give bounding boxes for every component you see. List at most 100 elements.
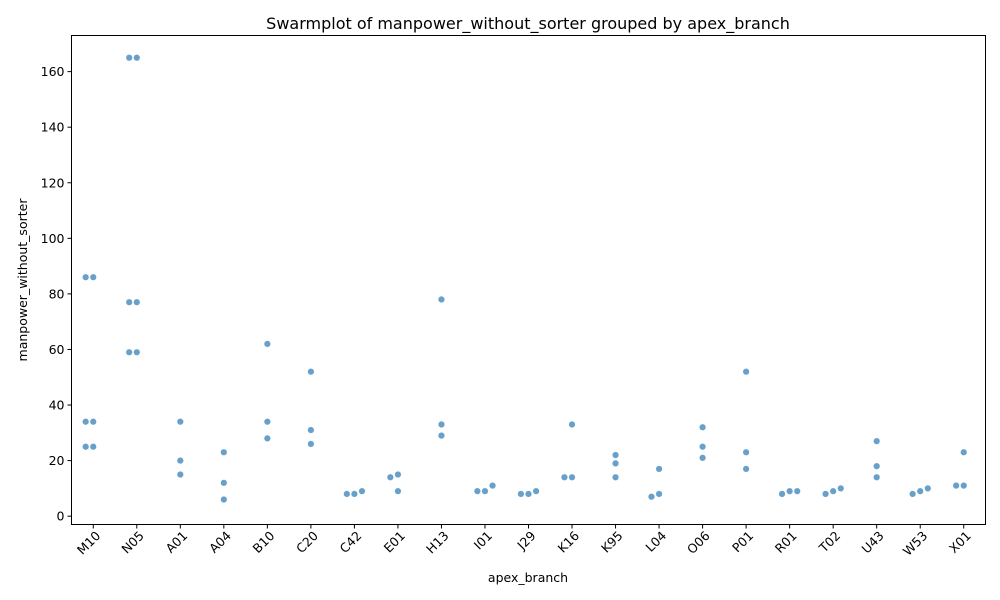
x-tick-label: C42 [336,528,364,556]
data-point-a01 [176,470,184,478]
data-point-x01 [960,448,968,456]
data-point-m10 [82,418,90,426]
data-point-l04 [647,493,655,501]
data-point-o06 [699,454,707,462]
data-point-u43 [873,437,881,445]
data-point-c20 [307,368,315,376]
data-point-w53 [909,490,917,498]
data-point-m10 [89,418,97,426]
data-point-l04 [655,490,663,498]
data-point-j29 [517,490,525,498]
data-point-h13 [437,295,445,303]
y-tick-label: 100 [41,231,65,246]
x-tick-label: A01 [163,528,191,556]
data-point-t02 [829,487,837,495]
data-point-c42 [358,487,366,495]
data-point-p01 [742,368,750,376]
data-point-e01 [386,473,394,481]
data-point-p01 [742,448,750,456]
data-point-b10 [263,434,271,442]
x-tick-label: R01 [772,528,800,556]
data-point-m10 [89,443,97,451]
x-tick-label: O06 [684,528,713,557]
x-tick-label: C20 [293,528,321,556]
x-axis: M10 N05 A01 A04 B10 C20 C42 E01 H13 I01 J29 K16 K95 L… [74,524,974,559]
x-tick-label: K95 [598,528,626,556]
x-tick-label: E01 [381,528,408,555]
plot-area [71,35,986,525]
data-points [82,54,968,503]
data-point-m10 [89,273,97,281]
data-point-n05 [133,298,141,306]
data-point-n05 [125,54,133,62]
x-tick-label: P01 [729,528,756,555]
y-tick-label: 60 [49,342,65,357]
data-point-l04 [655,465,663,473]
y-axis-label: manpower_without_sorter [15,198,30,362]
x-tick-label: N05 [118,528,146,556]
y-axis: 0 20 40 60 80 100 120 140 160 [41,64,72,524]
y-tick-label: 160 [41,64,65,79]
x-tick-label: K16 [554,528,582,556]
chart-title: Swarmplot of manpower_without_sorter gro… [266,14,790,34]
data-point-a01 [176,418,184,426]
data-point-o06 [699,443,707,451]
data-point-x01 [960,482,968,490]
data-point-u43 [873,462,881,470]
data-point-i01 [489,482,497,490]
x-tick-label: U43 [858,528,886,556]
data-point-a04 [220,448,228,456]
data-point-n05 [125,298,133,306]
data-point-k16 [568,473,576,481]
data-point-c20 [307,440,315,448]
data-point-p01 [742,465,750,473]
x-tick-label: J29 [513,528,538,553]
data-point-j29 [532,487,540,495]
y-tick-label: 140 [41,120,65,135]
data-point-a01 [176,457,184,465]
data-point-r01 [778,490,786,498]
data-point-c20 [307,426,315,434]
plot-frame [71,35,986,525]
y-tick-label: 20 [49,453,65,468]
x-tick-label: L04 [642,528,669,555]
y-tick-label: 120 [41,175,65,190]
data-point-c42 [343,490,351,498]
y-tick-label: 0 [57,509,65,524]
x-tick-label: H13 [423,528,452,557]
data-point-k16 [560,473,568,481]
y-tick-label: 40 [49,398,65,413]
data-point-n05 [125,348,133,356]
y-tick-label: 80 [49,286,65,301]
data-point-m10 [82,443,90,451]
data-point-i01 [473,487,481,495]
data-point-a04 [220,479,228,487]
data-point-o06 [699,423,707,431]
data-point-x01 [952,482,960,490]
data-point-c42 [350,490,358,498]
x-tick-label: B10 [250,528,278,556]
x-tick-label: M10 [74,528,104,558]
data-point-k95 [612,451,620,459]
data-point-t02 [822,490,830,498]
data-point-m10 [82,273,90,281]
data-point-t02 [837,484,845,492]
x-tick-label: T02 [815,528,843,556]
data-point-i01 [481,487,489,495]
x-tick-label: W53 [900,528,931,559]
data-point-r01 [786,487,794,495]
data-point-k16 [568,420,576,428]
data-point-w53 [916,487,924,495]
data-point-n05 [133,348,141,356]
data-point-e01 [394,470,402,478]
data-point-u43 [873,473,881,481]
data-point-h13 [437,420,445,428]
x-tick-label: X01 [946,528,974,556]
data-point-b10 [263,418,271,426]
x-tick-label: A04 [206,528,234,556]
data-point-r01 [793,487,801,495]
x-tick-label: I01 [471,528,495,552]
data-point-n05 [133,54,141,62]
data-point-k95 [612,459,620,467]
